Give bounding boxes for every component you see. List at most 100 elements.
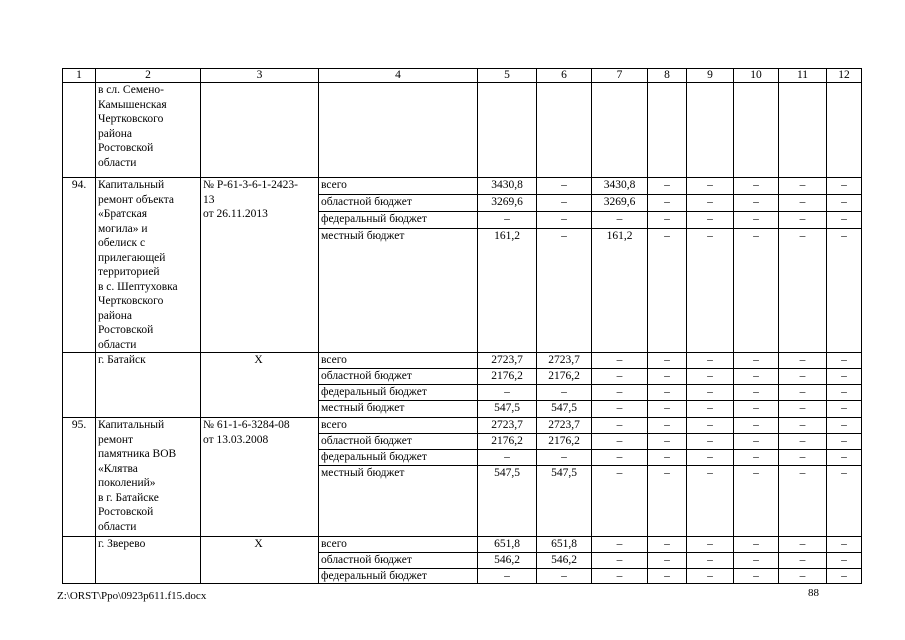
cell-value: –	[591, 352, 648, 369]
cell-number	[62, 352, 96, 418]
cell-value: –	[591, 449, 648, 466]
cell-value: 2723,7	[536, 417, 592, 434]
cell-value: –	[778, 228, 827, 353]
cell-value: –	[826, 384, 862, 401]
cell-value: –	[826, 417, 862, 434]
cell-value: –	[686, 352, 734, 369]
cell-value: –	[591, 400, 648, 418]
cell-value: –	[536, 194, 592, 212]
column-header: 9	[686, 68, 734, 83]
cell-number	[62, 536, 96, 584]
cell-document: № Р-61-3-6-1-2423- 13 от 26.11.2013	[200, 177, 319, 353]
cell-value: –	[647, 465, 687, 537]
cell-value: –	[826, 552, 862, 569]
cell-value: –	[477, 211, 537, 229]
cell-value: 2176,2	[477, 433, 537, 450]
cell-value: –	[536, 449, 592, 466]
cell-value: 2176,2	[477, 368, 537, 385]
cell-value: –	[686, 552, 734, 569]
cell-value: –	[826, 228, 862, 353]
cell-budget-label: областной бюджет	[318, 552, 478, 569]
table-row: областной бюджет 2176,2 2176,2– – – – – –	[63, 368, 862, 385]
cell-value: –	[477, 449, 537, 466]
table-row: федеральный бюджет – – – – – – – –	[63, 211, 862, 229]
cell-budget-label: областной бюджет	[318, 194, 478, 212]
cell-number: 94.	[62, 177, 96, 353]
cell-value: –	[733, 177, 779, 195]
cell-value: –	[733, 368, 779, 385]
cell-value: 161,2	[591, 228, 648, 353]
table-row: в сл. Семено- Камышенская Чертковского р…	[62, 82, 862, 178]
cell-value: –	[778, 417, 827, 434]
cell-value: 651,8	[477, 536, 537, 553]
cell-value: –	[591, 552, 648, 569]
cell-value: –	[536, 228, 592, 353]
cell-budget-label: всего	[318, 177, 478, 195]
cell-value: 2176,2	[536, 433, 592, 450]
cell-value: –	[826, 567, 862, 584]
table-body: в сл. Семено- Камышенская Чертковского р…	[62, 82, 862, 584]
cell-budget-label: федеральный бюджет	[318, 449, 478, 466]
page-number: 88	[808, 587, 819, 599]
cell-budget-label: местный бюджет	[318, 400, 478, 418]
column-header: 3	[200, 68, 319, 83]
cell-value: 546,2	[477, 552, 537, 569]
column-header: 7	[591, 68, 648, 83]
table-header-row: 1 2 3 4 5 6 7 8 9 10 11 12	[62, 68, 862, 83]
cell-value: –	[686, 567, 734, 584]
cell-value: –	[826, 400, 862, 418]
table-row: областной бюджет 2176,2 2176,2– – – – – –	[63, 433, 862, 450]
cell-value: –	[647, 368, 687, 385]
cell-budget-label: всего	[318, 352, 478, 369]
cell-value: –	[778, 368, 827, 385]
column-header: 1	[62, 68, 96, 83]
cell-value: –	[647, 400, 687, 418]
cell-budget-label: федеральный бюджет	[318, 211, 478, 229]
cell-budget-label: областной бюджет	[318, 433, 478, 450]
cell-value: –	[591, 211, 648, 229]
cell-value: –	[686, 417, 734, 434]
cell-value: –	[647, 417, 687, 434]
cell-value	[686, 82, 734, 178]
cell-value: –	[647, 552, 687, 569]
cell-value: –	[647, 352, 687, 369]
cell-value: –	[826, 368, 862, 385]
cell-object: г. Зверево	[95, 536, 201, 584]
cell-value: 3269,6	[591, 194, 648, 212]
table-row: местный бюджет 161,2–161,2– – – – –	[63, 228, 862, 353]
cell-value: 3430,8	[477, 177, 537, 195]
cell-value: –	[733, 567, 779, 584]
cell-value: –	[686, 368, 734, 385]
cell-value: 2723,7	[536, 352, 592, 369]
cell-document: № 61-1-6-3284-08 от 13.03.2008	[200, 417, 319, 537]
cell-value: 547,5	[536, 400, 592, 418]
cell-value: 547,5	[477, 400, 537, 418]
cell-object: г. Батайск	[95, 352, 201, 418]
cell-value	[778, 82, 827, 178]
column-header: 12	[826, 68, 862, 83]
cell-value: –	[733, 417, 779, 434]
cell-value: –	[826, 177, 862, 195]
cell-value: –	[733, 211, 779, 229]
column-header: 4	[318, 68, 478, 83]
cell-value: –	[826, 433, 862, 450]
cell-number	[62, 82, 96, 178]
cell-value: –	[591, 465, 648, 537]
cell-value: –	[733, 536, 779, 553]
cell-value: –	[826, 465, 862, 537]
cell-value: –	[778, 449, 827, 466]
cell-value: –	[778, 177, 827, 195]
cell-value: –	[733, 552, 779, 569]
cell-value: –	[647, 433, 687, 450]
cell-value: –	[647, 384, 687, 401]
cell-budget-label: федеральный бюджет	[318, 567, 478, 584]
cell-budget-label	[318, 82, 478, 178]
cell-budget-label: всего	[318, 536, 478, 553]
cell-value: –	[778, 384, 827, 401]
column-header: 10	[733, 68, 779, 83]
cell-value: –	[591, 567, 648, 584]
cell-value: 546,2	[536, 552, 592, 569]
cell-value: –	[536, 384, 592, 401]
